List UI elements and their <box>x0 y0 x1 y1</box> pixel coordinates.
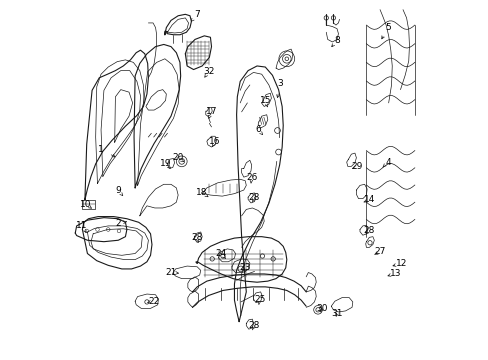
Text: 24: 24 <box>215 249 226 258</box>
Text: 18: 18 <box>196 188 207 197</box>
Text: 27: 27 <box>374 247 385 256</box>
Text: 5: 5 <box>384 23 390 32</box>
Text: 28: 28 <box>191 233 203 242</box>
Text: 26: 26 <box>245 173 257 182</box>
Text: 23: 23 <box>239 264 250 273</box>
Text: 29: 29 <box>351 162 363 171</box>
Text: 17: 17 <box>205 107 217 116</box>
Text: 4: 4 <box>385 158 390 167</box>
Text: 20: 20 <box>172 153 183 162</box>
Text: 11: 11 <box>76 221 87 230</box>
Text: 12: 12 <box>395 259 407 268</box>
Text: 15: 15 <box>259 96 270 105</box>
Text: 9: 9 <box>115 186 121 195</box>
Text: 31: 31 <box>330 309 342 318</box>
Text: 8: 8 <box>333 36 339 45</box>
Text: 28: 28 <box>363 226 374 235</box>
Text: 32: 32 <box>203 67 214 76</box>
Text: 28: 28 <box>248 193 260 202</box>
Text: 10: 10 <box>80 200 92 209</box>
Text: 22: 22 <box>148 297 160 306</box>
Text: 1: 1 <box>98 145 104 154</box>
Text: 19: 19 <box>160 159 171 168</box>
Text: 6: 6 <box>255 125 261 134</box>
Text: 14: 14 <box>363 195 374 204</box>
Text: 25: 25 <box>253 294 264 303</box>
Text: 7: 7 <box>194 10 200 19</box>
Text: 16: 16 <box>209 137 221 146</box>
Text: 13: 13 <box>389 269 401 278</box>
Text: 2: 2 <box>115 219 121 228</box>
Text: 30: 30 <box>315 304 326 313</box>
Text: 21: 21 <box>165 268 176 277</box>
Text: 3: 3 <box>277 79 283 88</box>
Text: 28: 28 <box>248 321 260 330</box>
